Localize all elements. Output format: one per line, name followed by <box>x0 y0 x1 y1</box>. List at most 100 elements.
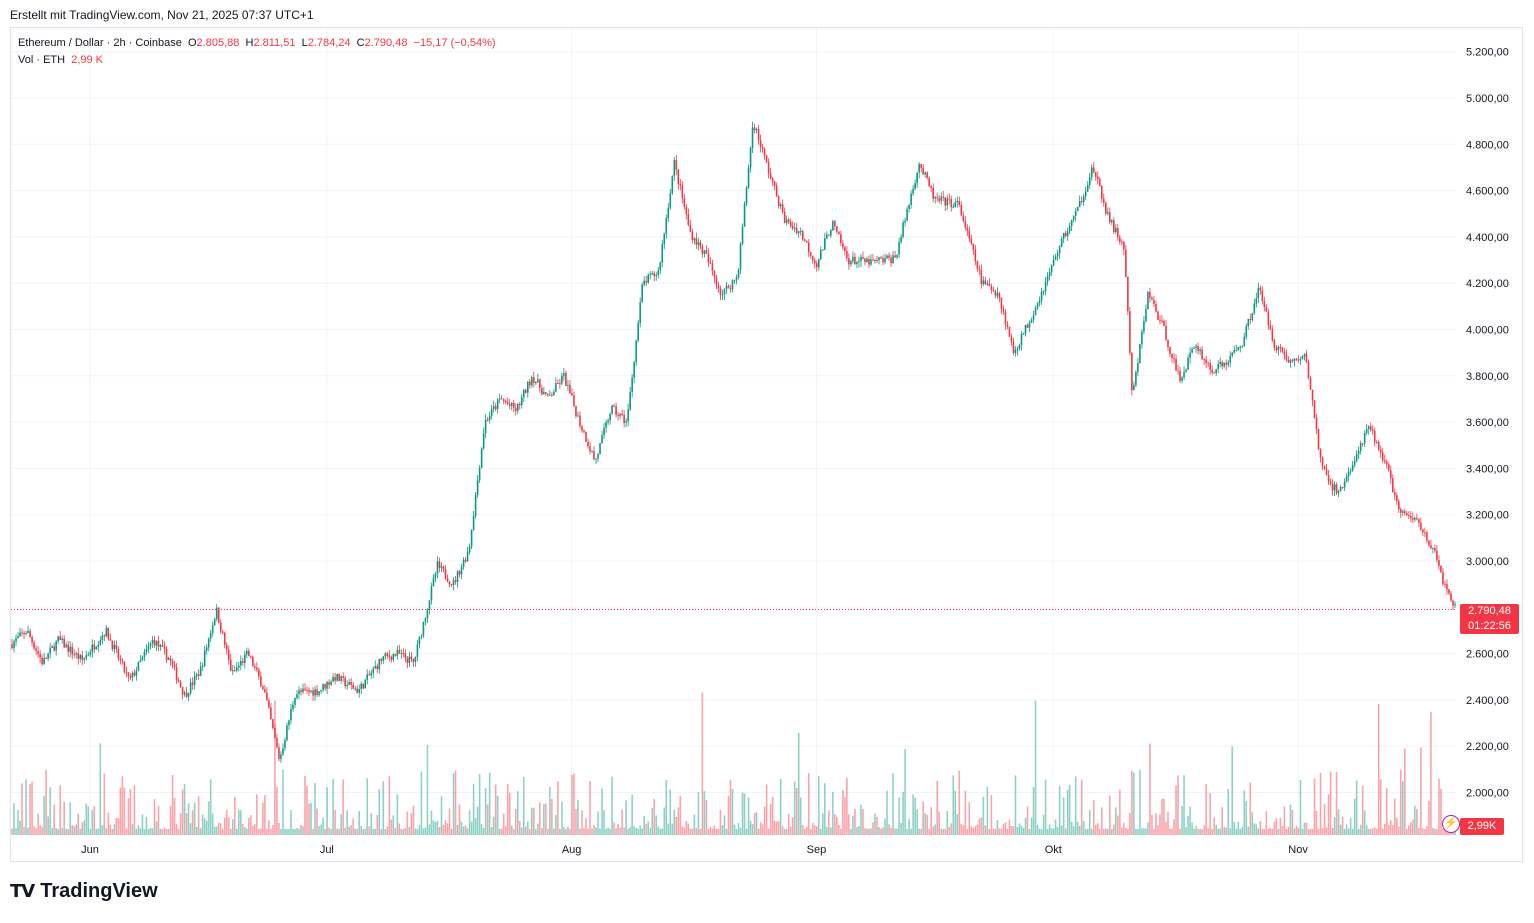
volume-bar <box>1189 806 1191 835</box>
volume-bar <box>1259 821 1262 835</box>
volume-bar <box>946 811 949 835</box>
volume-bar <box>563 826 565 835</box>
volume-bar <box>605 828 607 835</box>
volume-bar <box>757 828 760 835</box>
volume-bar <box>1395 818 1398 835</box>
volume-bar <box>1169 828 1171 835</box>
candle-body <box>129 676 132 678</box>
volume-bar <box>131 824 134 835</box>
candle-body <box>1139 344 1141 363</box>
candle-body <box>1076 206 1079 212</box>
volume-bar <box>233 796 236 835</box>
volume-bar <box>264 795 266 835</box>
volume-bar <box>679 795 682 835</box>
volume-bar <box>201 814 204 835</box>
candle-body <box>938 198 941 201</box>
candle-body <box>645 280 648 283</box>
volume-bar <box>452 773 455 835</box>
candle-body <box>1367 426 1370 429</box>
candle-body <box>1275 347 1278 351</box>
candle-body <box>19 632 21 637</box>
volume-bar <box>611 776 613 835</box>
candle-body <box>406 658 409 663</box>
candle-body <box>1044 281 1047 291</box>
volume-bar <box>693 814 696 835</box>
volume-bar <box>615 828 617 835</box>
volume-bar <box>567 826 569 835</box>
candle-body <box>607 420 609 423</box>
candle-body <box>1155 304 1157 312</box>
volume-bar <box>1185 827 1187 835</box>
volume-bar <box>950 823 953 835</box>
volume-bar <box>288 828 290 835</box>
volume-bar <box>731 788 734 835</box>
volume-bar <box>653 798 656 835</box>
volume-bar <box>1317 828 1320 835</box>
volume-bar <box>1006 828 1009 835</box>
candle-body <box>1249 319 1252 321</box>
volume-bar <box>248 818 250 835</box>
volume-bar <box>89 828 92 835</box>
legend-vol-label[interactable]: Vol · ETH <box>18 54 66 66</box>
volume-bar <box>1151 815 1153 835</box>
candle-body <box>567 384 569 386</box>
volume-bar <box>1092 800 1095 835</box>
volume-bar <box>1223 826 1226 835</box>
candle-body <box>266 692 268 701</box>
candle-body <box>1195 346 1197 348</box>
legend-low: 2.784,24 <box>307 37 351 49</box>
volume-bar <box>1335 772 1338 835</box>
candle-body <box>1175 358 1177 371</box>
volume-bar <box>1052 828 1055 835</box>
volume-bar <box>464 825 467 835</box>
candle-body <box>1436 550 1438 560</box>
candle-body <box>1010 336 1013 342</box>
candle-body <box>199 666 202 676</box>
candle-body <box>1317 429 1320 450</box>
volume-bar <box>502 813 505 835</box>
volume-bar <box>1287 826 1290 835</box>
volume-bar <box>408 826 411 835</box>
candle-body <box>394 654 397 656</box>
candle-body <box>376 666 379 670</box>
volume-bar <box>1068 784 1071 835</box>
volume-bar <box>1315 810 1318 835</box>
volume-bar <box>743 793 746 835</box>
candle-body <box>225 644 228 650</box>
legend-symbol[interactable]: Ethereum / Dollar · 2h · Coinbase <box>18 37 182 49</box>
volume-bar <box>189 823 192 835</box>
candle-body <box>605 422 607 428</box>
lightning-icon[interactable]: ⚡ <box>1442 815 1460 833</box>
tradingview-logo[interactable]: TV TradingView <box>10 880 158 903</box>
volume-bar <box>87 806 90 835</box>
candle-body <box>400 653 403 655</box>
candle-body <box>593 451 595 460</box>
candle-body <box>1020 333 1023 346</box>
volume-bar <box>354 828 356 835</box>
volume-bar <box>797 732 800 835</box>
volume-bar <box>545 803 547 835</box>
volume-bar <box>328 827 330 835</box>
volume-bar <box>1313 778 1316 835</box>
candle-body <box>1355 454 1358 461</box>
candle-body <box>488 416 491 421</box>
volume-bar <box>83 820 86 835</box>
volume-bar <box>553 828 555 835</box>
candle-body <box>13 641 15 649</box>
volume-bar <box>990 794 993 835</box>
candle-body <box>115 645 118 649</box>
y-tick-label: 4.000,00 <box>1466 325 1509 337</box>
volume-bar <box>470 821 473 835</box>
volume-bar <box>418 825 421 835</box>
volume-bar <box>17 809 19 835</box>
candle-body <box>1331 483 1334 491</box>
volume-bar <box>908 818 910 835</box>
candle-body <box>585 432 587 442</box>
candle-body <box>1343 481 1346 488</box>
volume-bar <box>65 828 67 835</box>
volume-bar <box>1438 778 1440 835</box>
volume-bar <box>454 770 457 835</box>
candle-body <box>1058 247 1061 254</box>
volume-bar <box>1383 823 1386 835</box>
